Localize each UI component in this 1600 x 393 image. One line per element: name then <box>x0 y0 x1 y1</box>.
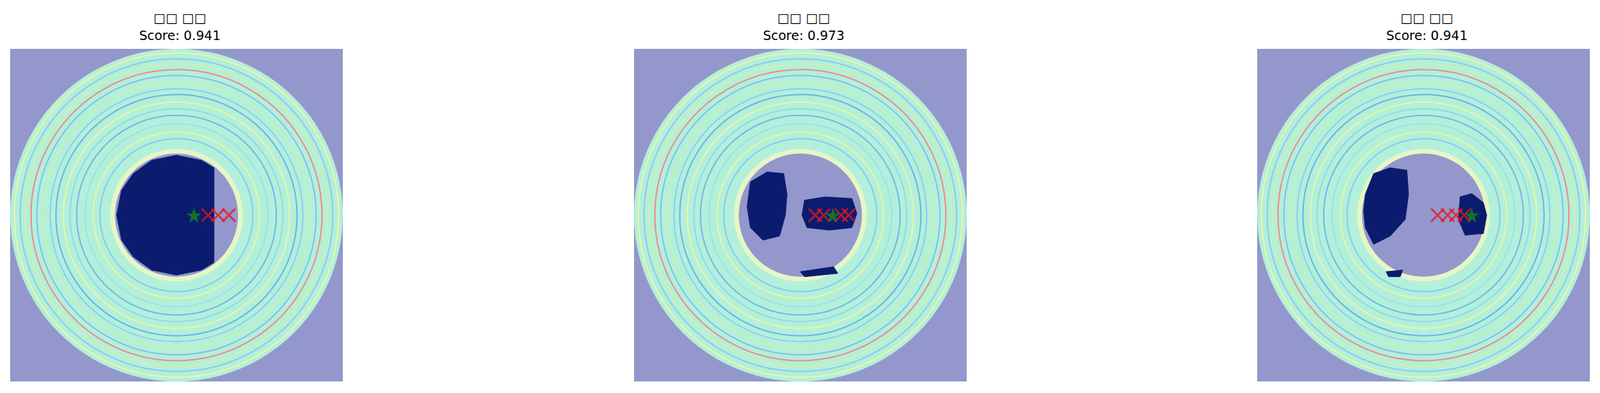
svg-text:□□ □□: □□ □□ <box>153 10 207 26</box>
svg-text:Score: 0.941: Score: 0.941 <box>1386 27 1468 43</box>
svg-text:□□ □□: □□ □□ <box>777 10 831 26</box>
svg-text:Score: 0.973: Score: 0.973 <box>763 27 845 43</box>
svg-text:Score: 0.941: Score: 0.941 <box>139 27 221 43</box>
svg-text:□□ □□: □□ □□ <box>1400 10 1454 26</box>
